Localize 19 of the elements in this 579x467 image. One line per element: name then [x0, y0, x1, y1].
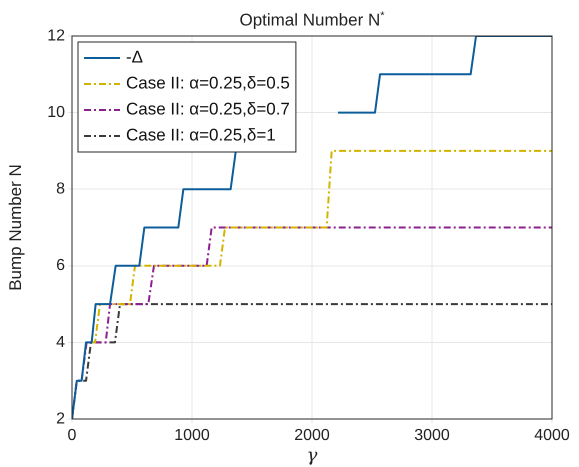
- x-tick-label: 0: [68, 427, 77, 444]
- y-tick-label: 6: [56, 257, 66, 274]
- legend-label: Case II: α=0.25,δ=0.7: [126, 100, 290, 119]
- chart-title: Optimal Number N$^{*}$: [238, 10, 386, 31]
- line-series: [90, 150, 552, 344]
- y-tick-label: 10: [47, 104, 66, 122]
- x-tick-label: 2000: [294, 427, 330, 444]
- x-axis-title: γ: [306, 444, 318, 466]
- y-tick-label: 2: [56, 410, 66, 428]
- legend-label: Case II: α=0.25,δ=0.5: [126, 74, 290, 93]
- y-axis-title: Bump Number N: [6, 164, 25, 291]
- x-tick-label: 3000: [414, 427, 450, 444]
- y-tick-label: 4: [56, 334, 66, 351]
- y-tick-label: 12: [47, 27, 66, 44]
- x-tick-label: 4000: [534, 427, 570, 444]
- legend-label: -Δ: [126, 48, 144, 67]
- legend-label: Case II: α=0.25,δ=1: [126, 126, 276, 145]
- y-tick-label: 8: [56, 180, 66, 198]
- x-tick-label: 1000: [174, 427, 210, 444]
